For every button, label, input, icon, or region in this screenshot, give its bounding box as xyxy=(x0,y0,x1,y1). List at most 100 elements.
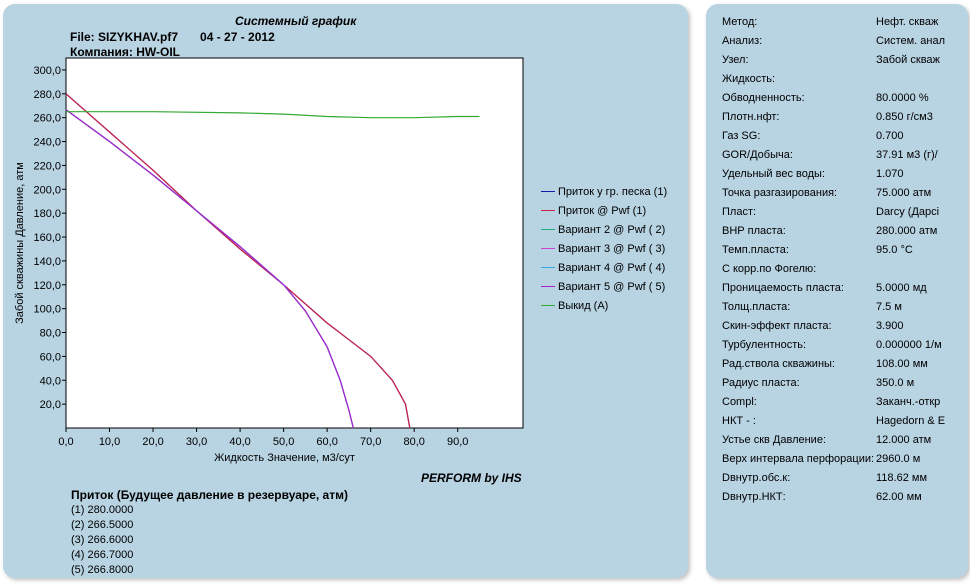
legend-label: Вариант 5 @ Pwf ( 5) xyxy=(558,280,666,293)
property-label: Анализ: xyxy=(722,34,763,47)
property-label: Толщ.пласта: xyxy=(722,300,791,313)
property-row: Плотн.нфт: 0.850 г/см3 xyxy=(722,107,956,126)
y-tick-label: 100,0 xyxy=(33,304,61,316)
property-value: Заканч.-откр xyxy=(876,395,941,408)
property-row: GOR/Добыча: 37.91 м3 (г)/ xyxy=(722,145,956,164)
property-row: Жидкость: xyxy=(722,69,956,88)
inflow-item: (3) 266.6000 xyxy=(71,534,134,546)
legend-item: Выкид (A) xyxy=(541,296,667,315)
system-chart: 0,0 10,0 20,0 30,0 40,0 50,0 60,0 70,0 80,0 90,0 2… xyxy=(14,57,524,464)
property-row: Темп.пласта: 95.0 °C xyxy=(722,240,956,259)
property-value: 1.070 xyxy=(876,167,904,180)
property-label: Турбулентность: xyxy=(722,338,807,351)
property-label: Обводненность: xyxy=(722,91,805,104)
y-tick-label: 260,0 xyxy=(33,113,61,125)
property-row: Удельный вес воды: 1.070 xyxy=(722,164,956,183)
property-row: Compl: Заканч.-откр xyxy=(722,392,956,411)
property-row: Устье скв Давление: 12.000 атм xyxy=(722,430,956,449)
property-value: Забой скваж xyxy=(876,53,940,66)
property-value: Систем. анал xyxy=(876,34,946,47)
legend-label: Вариант 3 @ Pwf ( 3) xyxy=(558,242,666,255)
x-tick-label: 90,0 xyxy=(447,436,468,448)
legend-item: Вариант 2 @ Pwf ( 2) xyxy=(541,220,667,239)
x-tick-label: 70,0 xyxy=(360,436,381,448)
x-axis-label: Жидкость Значение, м3/сут xyxy=(214,452,355,464)
legend-swatch xyxy=(541,286,555,287)
property-row: Пласт: Darcy (Дарсі xyxy=(722,202,956,221)
property-row: Метод: Нефт. скваж xyxy=(722,12,956,31)
property-value: 62.00 мм xyxy=(876,490,922,503)
property-row: Точка разгазирования: 75.000 атм xyxy=(722,183,956,202)
property-row: НКТ - : Hagedorn & E xyxy=(722,411,956,430)
property-value: 0.700 xyxy=(876,129,904,142)
y-tick-label: 280,0 xyxy=(33,89,61,101)
property-value: 350.0 м xyxy=(876,376,915,389)
legend-item: Вариант 4 @ Pwf ( 4) xyxy=(541,258,667,277)
company-label: Компания: HW-OIL xyxy=(70,45,180,59)
y-tick-label: 80,0 xyxy=(40,328,61,340)
property-label: Плотн.нфт: xyxy=(722,110,780,123)
property-label: Скин-эффект пласта: xyxy=(722,319,832,332)
x-tick-label: 40,0 xyxy=(229,436,250,448)
legend-swatch xyxy=(541,210,555,211)
series-line-6 xyxy=(65,109,354,429)
y-tick-label: 160,0 xyxy=(33,232,61,244)
inflow-item: (1) 280.0000 xyxy=(71,504,134,516)
property-label: Удельный вес воды: xyxy=(722,167,826,180)
x-tick-label: 10,0 xyxy=(99,436,120,448)
y-tick-label: 120,0 xyxy=(33,280,61,292)
property-value: Нефт. скваж xyxy=(876,15,939,28)
y-tick-label: 140,0 xyxy=(33,256,61,268)
x-tick-label: 20,0 xyxy=(142,436,163,448)
property-value: 0.850 г/см3 xyxy=(876,110,933,123)
property-label: С корр.по Фогелю: xyxy=(722,262,817,275)
legend-label: Вариант 4 @ Pwf ( 4) xyxy=(558,261,666,274)
property-row: Скин-эффект пласта: 3.900 xyxy=(722,316,956,335)
inflow-title: Приток (Будущее давление в резервуаре, а… xyxy=(71,488,348,502)
property-row: Рад.ствола скважины: 108.00 мм xyxy=(722,354,956,373)
property-row: ВНР пласта: 280.000 атм xyxy=(722,221,956,240)
property-row: Радиус пласта: 350.0 м xyxy=(722,373,956,392)
properties-panel: Метод: Нефт. скваж Анализ: Систем. анал Узел… xyxy=(706,4,968,578)
property-value: 3.900 xyxy=(876,319,904,332)
property-row: Dвнутр.обс.к: 118.62 мм xyxy=(722,468,956,487)
property-label: Точка разгазирования: xyxy=(722,186,838,199)
property-value: 80.0000 % xyxy=(876,91,929,104)
property-value: 118.62 мм xyxy=(876,471,928,484)
property-row: Обводненность: 80.0000 % xyxy=(722,88,956,107)
property-row: Турбулентность: 0.000000 1/м xyxy=(722,335,956,354)
y-tick-label: 300,0 xyxy=(33,65,61,77)
property-label: Устье скв Давление: xyxy=(722,433,826,446)
property-label: Compl: xyxy=(722,395,757,408)
property-row: Узел: Забой скваж xyxy=(722,50,956,69)
chart-title: Системный график xyxy=(235,14,357,28)
properties-list: Метод: Нефт. скваж Анализ: Систем. анал Узел… xyxy=(722,12,956,506)
chart-legend: Приток у гр. песка (1) Приток @ Pwf (1) Ва… xyxy=(541,182,667,315)
property-label: Dвнутр.НКТ: xyxy=(722,490,786,503)
legend-swatch xyxy=(541,305,555,306)
property-row: Анализ: Систем. анал xyxy=(722,31,956,50)
series-line-2 xyxy=(65,93,411,429)
property-row: Газ SG: 0.700 xyxy=(722,126,956,145)
y-tick-label: 200,0 xyxy=(33,184,61,196)
x-tick-label: 30,0 xyxy=(186,436,207,448)
property-value: 280.000 атм xyxy=(876,224,938,237)
y-tick-label: 180,0 xyxy=(33,208,61,220)
property-label: НКТ - : xyxy=(722,414,756,427)
legend-item: Вариант 5 @ Pwf ( 5) xyxy=(541,277,667,296)
property-row: С корр.по Фогелю: xyxy=(722,259,956,278)
x-tick-label: 80,0 xyxy=(403,436,424,448)
perform-brand: PERFORM by IHS xyxy=(421,471,522,485)
y-tick-label: 240,0 xyxy=(33,137,61,149)
property-label: Рад.ствола скважины: xyxy=(722,357,835,370)
property-value: 12.000 атм xyxy=(876,433,932,446)
inflow-item: (4) 266.7000 xyxy=(71,549,134,561)
property-value: 95.0 °C xyxy=(876,243,913,256)
property-value: 5.0000 мд xyxy=(876,281,927,294)
property-label: Жидкость: xyxy=(722,72,776,85)
legend-label: Приток @ Pwf (1) xyxy=(558,204,647,217)
plot-area xyxy=(65,57,524,429)
property-value: 108.00 мм xyxy=(876,357,928,370)
property-value: 37.91 м3 (г)/ xyxy=(876,148,938,161)
y-axis-label: Забой скважины Давление, атм xyxy=(14,162,26,324)
